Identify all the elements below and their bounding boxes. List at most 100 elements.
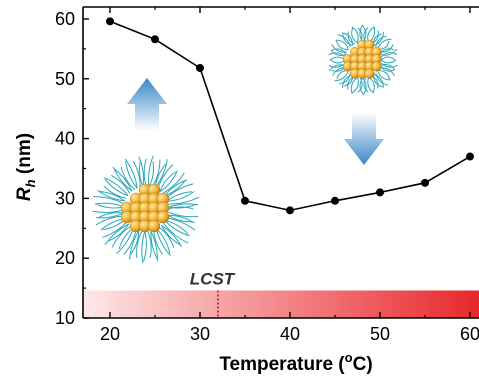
temperature-gradient-band	[83, 290, 479, 318]
micelle-chain	[150, 230, 158, 260]
micelle-chain	[104, 179, 128, 197]
data-point	[151, 35, 159, 44]
x-tick-label: 40	[280, 324, 300, 344]
micelle-chain	[380, 62, 398, 68]
y-axis-title-symbol: R	[14, 187, 35, 201]
micelle-chain	[330, 59, 346, 64]
micelle-chain	[111, 175, 131, 194]
micelle-chain	[334, 70, 349, 82]
data-point	[196, 64, 204, 73]
micelle-chain	[351, 27, 358, 44]
y-axis-title: Rh (nm)	[14, 133, 38, 201]
x-axis: 20 30 40 50 60	[100, 7, 479, 344]
micelle-chain	[367, 76, 375, 94]
collapsed-micelle-icon	[328, 24, 398, 96]
x-axis-title-text: Temperature (	[219, 354, 345, 375]
micelle-chain	[98, 212, 124, 219]
micelle-chain	[380, 52, 398, 58]
data-point	[376, 188, 384, 197]
data-point	[421, 178, 429, 187]
micelle-chain	[342, 32, 353, 46]
micelle-chain	[329, 56, 346, 61]
micelle-chain	[375, 35, 387, 48]
micelle-chain	[92, 209, 124, 214]
micelle-chain	[362, 77, 367, 96]
micelle-chain	[153, 230, 164, 255]
micelle-chain	[103, 177, 129, 196]
micelle-chain	[118, 227, 134, 250]
micelle-chain	[378, 67, 395, 77]
data-point	[106, 17, 114, 26]
micelle-chain	[167, 214, 193, 223]
micelle-chain	[93, 196, 125, 205]
micelle-chain	[373, 31, 384, 46]
micelle-chain	[347, 31, 355, 45]
y-axis: 10 20 30 40 50 60	[55, 9, 89, 328]
micelle-chain	[132, 160, 141, 188]
micelle-chain	[339, 72, 351, 85]
micelle-chain	[379, 64, 396, 71]
micelle-chain	[168, 211, 199, 218]
micelle-chain	[143, 231, 147, 262]
micelle-chain	[357, 77, 363, 93]
micelle-chain	[102, 220, 128, 238]
micelle-chain	[103, 185, 127, 199]
micelle-chain	[168, 206, 194, 210]
micelle-chain	[351, 26, 359, 44]
micelle-chain	[124, 158, 138, 189]
micelle-chain	[143, 158, 147, 187]
micelle-chain	[129, 230, 140, 260]
y-tick-label: 50	[55, 69, 75, 89]
micelle-chain	[379, 48, 398, 56]
micelle-chain	[164, 220, 190, 237]
micelle-chain	[380, 56, 396, 61]
x-tick-label: 30	[190, 324, 210, 344]
micelle-chain	[108, 223, 130, 242]
micelle-chain	[332, 48, 347, 55]
micelle-chain	[352, 76, 359, 94]
data-point	[241, 196, 249, 205]
micelle-chain	[337, 34, 351, 48]
micelle-chain	[165, 220, 189, 235]
micelle-chain	[155, 228, 171, 257]
micelle-chain	[363, 77, 369, 93]
micelle-chain	[331, 43, 348, 53]
micelle-chain	[335, 39, 349, 50]
y-tick-label: 20	[55, 248, 75, 268]
y-axis-title-subscript: h	[23, 179, 38, 187]
micelle-chain	[136, 230, 143, 258]
x-tick-label: 20	[100, 324, 120, 344]
y-axis-title-unit: (nm)	[14, 133, 35, 179]
micelle-chain	[343, 32, 353, 46]
micelle-chain	[373, 74, 384, 88]
micelle-chain	[99, 191, 126, 202]
micelle-chain	[166, 217, 196, 231]
y-tick-label: 30	[55, 188, 75, 208]
micelle-chain	[123, 229, 137, 255]
micelle-chain	[163, 222, 189, 244]
micelle-chain	[141, 231, 146, 264]
micelle-chain	[359, 77, 364, 95]
micelle-chain	[147, 231, 152, 258]
y-tick-label: 10	[55, 308, 75, 328]
micelle-bead	[371, 61, 382, 72]
micelle-chain	[162, 172, 185, 194]
micelle-chain	[375, 72, 389, 86]
micelle-chain	[148, 155, 154, 187]
micelle-chain	[159, 170, 178, 192]
up-arrow-icon	[127, 78, 167, 131]
micelle-chain	[380, 59, 397, 64]
x-axis-title-superscript: o	[345, 350, 353, 365]
micelle-core	[120, 183, 170, 233]
x-axis-title-unit: C)	[353, 354, 373, 375]
micelle-chain	[167, 196, 200, 205]
extended-micelle-icon	[92, 155, 200, 264]
plot-frame	[82, 6, 479, 319]
micelle-chain	[130, 230, 140, 255]
lcst-label: LCST	[190, 269, 236, 288]
micelle-chain	[330, 49, 347, 56]
micelle-bead	[147, 219, 161, 233]
micelle-chain	[104, 223, 130, 245]
micelle-core	[342, 39, 382, 79]
